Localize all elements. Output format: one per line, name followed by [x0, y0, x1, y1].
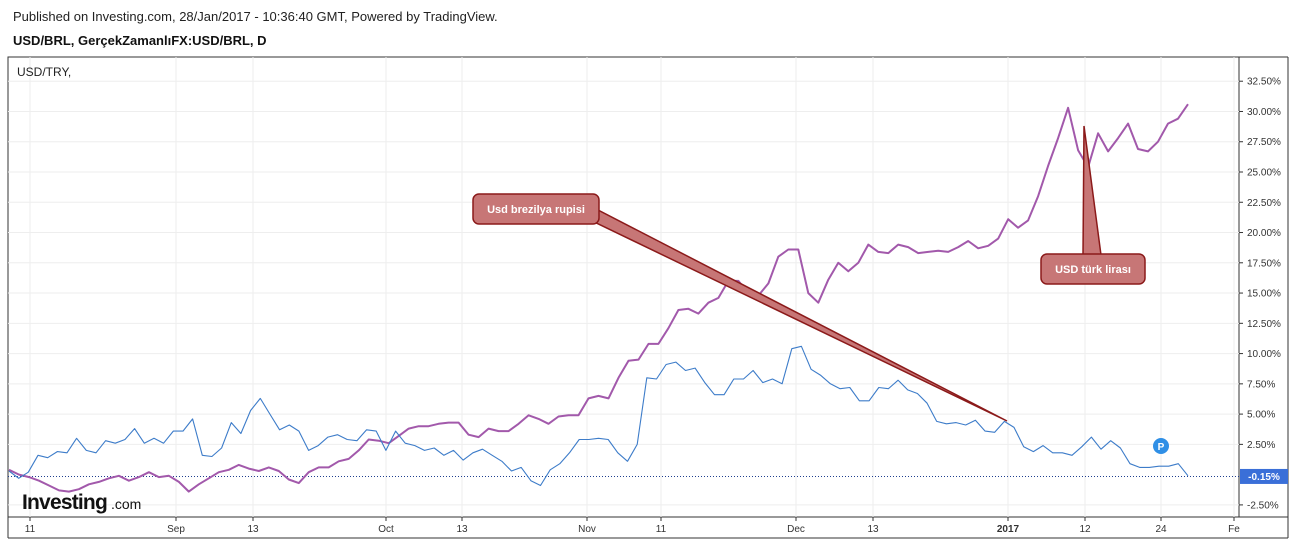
x-tick-label: Fe	[1228, 524, 1240, 535]
current-value-label: -0.15%	[1248, 472, 1280, 483]
logo-brand: Investing	[22, 491, 107, 514]
x-tick-label: 13	[456, 524, 468, 535]
plot-frame	[7, 56, 1240, 518]
x-tick-label: 13	[247, 524, 259, 535]
chart-title: USD/TRY,	[17, 65, 71, 79]
x-tick-label: 24	[1155, 524, 1167, 535]
x-tick-label: 13	[867, 524, 879, 535]
y-tick-label: 5.00%	[1247, 410, 1275, 421]
x-tick-label: 11	[25, 524, 36, 535]
y-tick-label: 10.00%	[1247, 349, 1281, 360]
published-caption: Published on Investing.com, 28/Jan/2017 …	[13, 9, 498, 24]
y-tick-label: 20.00%	[1247, 228, 1281, 239]
symbol-title: USD/BRL, GerçekZamanlıFX:USD/BRL, D	[13, 33, 267, 48]
x-tick-label: Nov	[578, 524, 596, 535]
y-tick-label: 25.00%	[1247, 168, 1281, 179]
p-marker-label: P	[1158, 442, 1165, 453]
series-layer	[8, 103, 1189, 493]
y-tick-label: 27.50%	[1247, 137, 1281, 148]
p-marker[interactable]: P	[1153, 438, 1169, 454]
x-axis: 11 Sep 13 Oct 13 Nov 11 Dec 13 2017 12 24 Fe	[25, 517, 1240, 535]
x-tick-label: 11	[656, 524, 667, 535]
y-tick-label: 32.50%	[1247, 77, 1281, 88]
y-tick-label: 30.00%	[1247, 107, 1281, 118]
callout-usd-try: USD türk lirası	[1040, 125, 1146, 285]
callout-box	[1040, 253, 1146, 285]
x-tick-label: Oct	[378, 524, 394, 535]
current-value-badge: -0.15%	[1240, 468, 1288, 484]
p-marker-circle[interactable]	[1153, 438, 1169, 454]
series-line-purple	[8, 103, 1189, 493]
y-tick-label: 15.00%	[1247, 289, 1281, 300]
logo-suffix: .com	[111, 496, 141, 512]
y-tick-label: 7.50%	[1247, 379, 1275, 390]
series-line-blue	[8, 345, 1189, 487]
callout-box	[472, 193, 600, 225]
x-tick-label: 2017	[997, 524, 1020, 535]
y-tick-label: 12.50%	[1247, 319, 1281, 330]
x-tick-label: 12	[1079, 524, 1091, 535]
investing-logo: Investing .com	[22, 491, 141, 514]
y-tick-label: 17.50%	[1247, 258, 1281, 269]
x-tick-label: Sep	[167, 524, 185, 535]
y-axis: 32.50% 30.00% 27.50% 25.00% 22.50% 20.00% 17.5…	[1239, 77, 1281, 511]
callout-text: USD türk lirası	[1055, 264, 1131, 276]
x-tick-label: Dec	[787, 524, 805, 535]
y-tick-label: 2.50%	[1247, 440, 1275, 451]
y-tick-label: -2.50%	[1247, 500, 1279, 511]
y-tick-label: 22.50%	[1247, 198, 1281, 209]
callout-text: Usd brezilya rupisi	[487, 204, 585, 216]
callout-usd-brl: Usd brezilya rupisi	[472, 193, 1008, 422]
